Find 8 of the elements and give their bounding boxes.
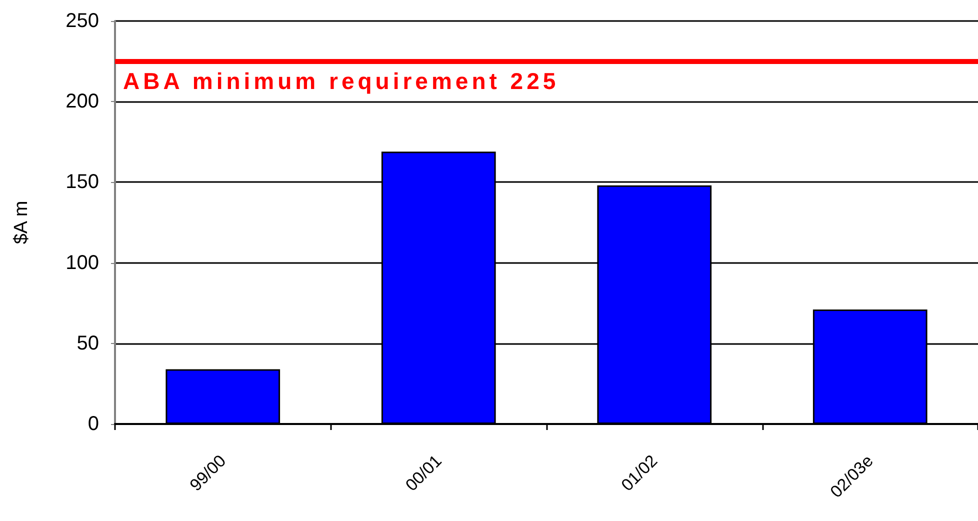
- y-tick-label: 150: [66, 171, 99, 194]
- y-tick-label: 250: [66, 10, 99, 32]
- y-tick-label: 0: [88, 413, 99, 435]
- y-axis-title: $A m: [11, 200, 32, 244]
- ref-line-label: ABA minimum requirement 225: [123, 68, 560, 94]
- y-tick-label: 100: [66, 252, 99, 274]
- y-tick-label: 200: [66, 90, 99, 113]
- y-tick-label: 50: [76, 332, 99, 354]
